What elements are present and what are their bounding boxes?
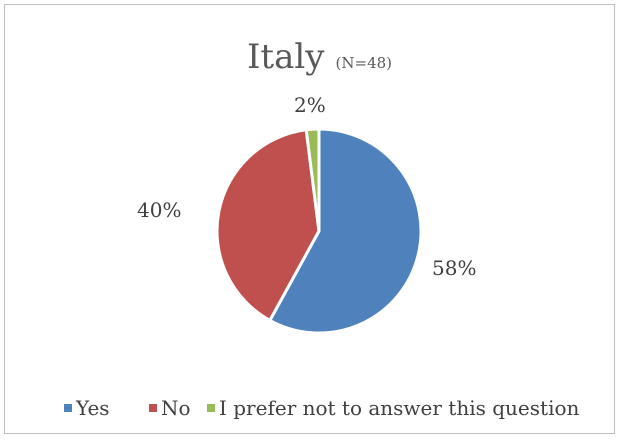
chart-title: Italy (N=48) <box>247 37 392 77</box>
legend-swatch-1 <box>149 404 157 412</box>
legend-label-0: Yes <box>75 396 110 420</box>
legend-item-1: No <box>149 396 191 420</box>
data-label-2: 2% <box>294 93 326 117</box>
legend: Yes No I prefer not to answer this questio… <box>64 396 580 420</box>
data-label-0: 58% <box>432 256 476 280</box>
data-label-1: 40% <box>137 198 181 222</box>
legend-label-1: No <box>161 396 191 420</box>
pie-slices <box>215 127 423 335</box>
pie-data-labels: 58% 40% 2% <box>137 93 476 280</box>
legend-label-2: I prefer not to answer this question <box>219 396 580 420</box>
legend-item-2: I prefer not to answer this question <box>207 396 580 420</box>
legend-swatch-0 <box>64 404 72 412</box>
pie-slice-no <box>215 128 321 322</box>
pie-slice-yes <box>268 127 423 335</box>
chart-title-sub: (N=48) <box>336 54 392 72</box>
pie-slice-i-prefer-not-to-answer-this-question <box>304 127 321 233</box>
legend-swatch-2 <box>207 404 215 412</box>
legend-item-0: Yes <box>64 396 110 420</box>
chart-title-main: Italy <box>247 37 325 77</box>
chart-frame: Italy (N=48) 58% 40% 2% Yes No I prefer not … <box>4 4 615 434</box>
pie-chart: Italy (N=48) 58% 40% 2% Yes No I prefer not … <box>64 37 580 420</box>
